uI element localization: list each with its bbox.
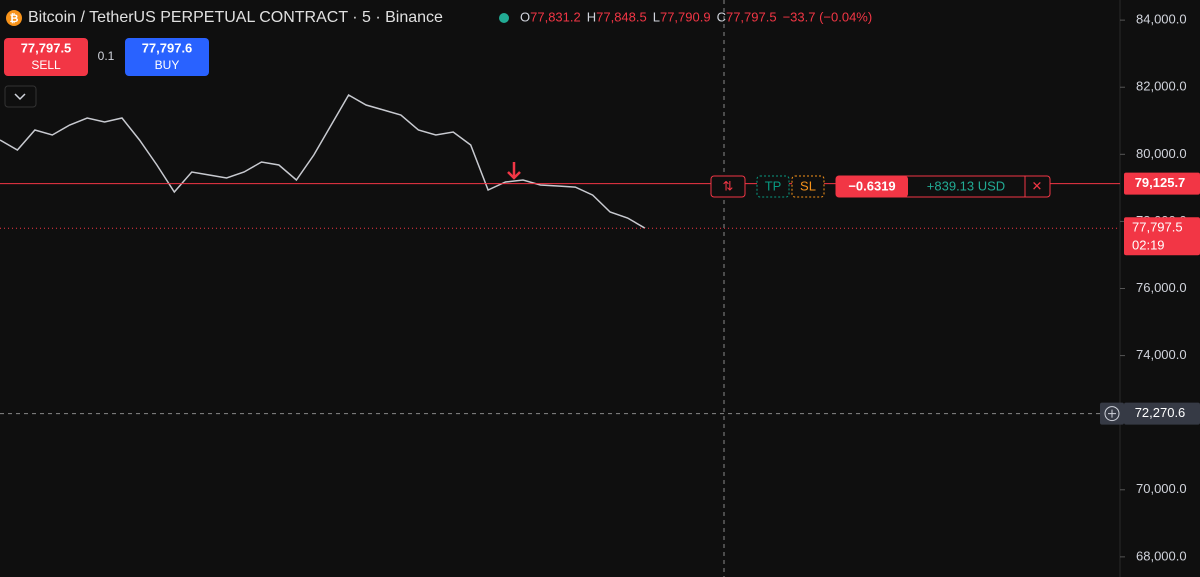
y-tick-label: 74,000.0 <box>1136 347 1187 362</box>
last-price-label: 77,797.5 <box>1132 220 1183 235</box>
tp-button[interactable] <box>756 175 790 198</box>
trade-marker <box>507 162 521 180</box>
pnl-qty: −0.6319 <box>848 178 895 193</box>
y-tick-label: 82,000.0 <box>1136 79 1187 94</box>
reverse-button[interactable] <box>710 175 746 198</box>
crosshair-price-label: 72,270.6 <box>1135 405 1186 420</box>
buy-label: BUY <box>155 58 180 72</box>
crosshair-plus-sign <box>1108 409 1116 418</box>
chevron <box>14 93 26 101</box>
sell-price: 77,797.5 <box>21 40 72 55</box>
buy-price: 77,797.6 <box>142 40 193 55</box>
ohlc-value: 77,848.5 <box>596 9 647 24</box>
y-tick-label: 76,000.0 <box>1136 280 1187 295</box>
symbol-title: Bitcoin / TetherUS PERPETUAL CONTRACT · … <box>28 9 443 26</box>
ohlc-value: 77,790.9 <box>660 9 711 24</box>
position-price-box <box>1124 172 1200 195</box>
ohlc-label: C <box>717 9 726 24</box>
sl-button[interactable] <box>791 175 825 198</box>
ohlc: O 77,831.2 H 77,848.5 L 77,790.9 C 77,797.5 −33.… <box>520 9 872 24</box>
sell-button[interactable] <box>4 38 88 76</box>
reverse-icon: ⇅ <box>723 178 734 193</box>
ohlc-value: 77,797.5 <box>726 9 777 24</box>
y-tick-label: 80,000.0 <box>1136 146 1187 161</box>
quantity[interactable]: 0.1 <box>98 49 115 63</box>
sell-label: SELL <box>31 58 61 72</box>
buy-button[interactable] <box>125 38 209 76</box>
crosshair-plus <box>1104 406 1120 422</box>
plot: 84,000.082,000.080,000.078,000.076,000.0… <box>0 12 1200 563</box>
price-line <box>0 93 646 229</box>
ohlc-label: H <box>587 9 596 24</box>
market-status <box>499 13 509 23</box>
ohlc-label: O <box>520 9 530 24</box>
last-price-box <box>1124 217 1200 256</box>
countdown: 02:19 <box>1132 238 1165 253</box>
ohlc-value: 77,831.2 <box>530 9 581 24</box>
sl-label: SL <box>800 178 816 193</box>
pnl-qty-box <box>836 176 908 197</box>
tp-label: TP <box>765 178 782 193</box>
ohlc-change: −33.7 (−0.04%) <box>783 9 873 24</box>
y-tick-label: 70,000.0 <box>1136 481 1187 496</box>
close-position[interactable]: ✕ <box>1032 178 1043 193</box>
y-tick-label: 68,000.0 <box>1136 548 1187 563</box>
position-price-label: 79,125.7 <box>1135 175 1186 190</box>
ohlc-label: L <box>653 9 660 24</box>
crosshair-price-box <box>1124 402 1200 425</box>
collapse-button[interactable] <box>4 85 37 108</box>
coin-glyph: ₿ <box>10 13 19 25</box>
y-tick-label: 84,000.0 <box>1136 12 1187 27</box>
pnl-usd: +839.13 USD <box>927 178 1005 193</box>
coin-icon <box>6 10 22 26</box>
